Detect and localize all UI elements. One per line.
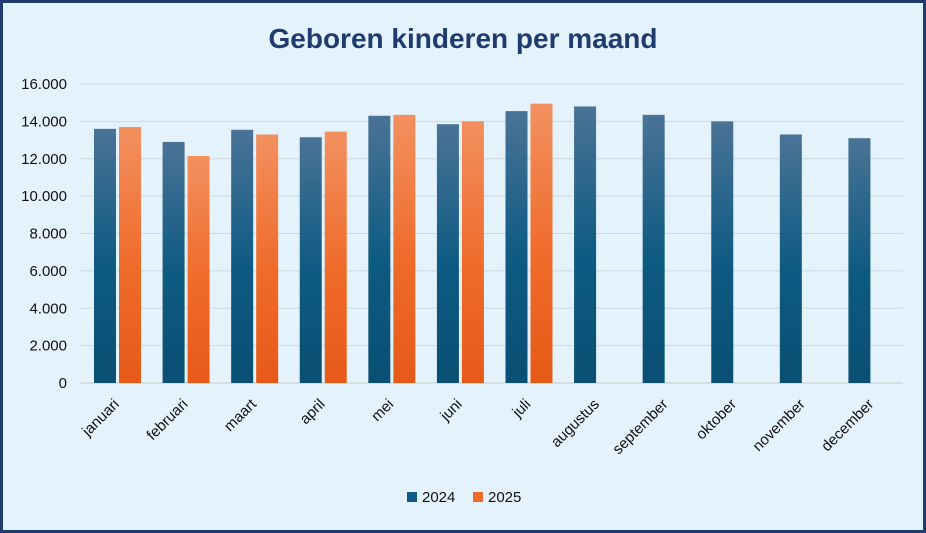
bar-2024-juni — [436, 124, 459, 383]
bar-2024-januari — [94, 128, 116, 383]
bar-2025-februari — [187, 155, 210, 383]
x-tick-label: oktober — [693, 396, 740, 443]
x-tick-label: januari — [78, 396, 123, 441]
y-tick-label: 12.000 — [21, 151, 67, 168]
legend-swatch-2025 — [473, 492, 483, 502]
y-tick-label: 16.000 — [21, 76, 67, 93]
bar-2024-oktober — [711, 121, 734, 383]
y-tick-label: 6.000 — [29, 263, 67, 280]
x-tick-label: maart — [221, 395, 261, 435]
gridlines — [80, 83, 903, 384]
bar-2025-juni — [461, 121, 484, 383]
y-axis: 0 2.000 4.000 6.000 8.000 10.000 12.000 14.000 1… — [21, 76, 67, 392]
x-tick-label: februari — [143, 396, 191, 444]
bar-2024-maart — [231, 129, 254, 383]
y-tick-label: 4.000 — [29, 300, 67, 317]
bar-2024-augustus — [574, 106, 597, 384]
bars — [94, 103, 871, 384]
y-tick-label: 10.000 — [21, 188, 67, 205]
x-tick-label: april — [297, 396, 329, 428]
bar-2024-april — [299, 137, 322, 383]
y-tick-label: 14.000 — [21, 113, 67, 130]
y-tick-label: 2.000 — [29, 338, 67, 355]
legend-swatch-2024 — [407, 492, 417, 502]
x-tick-label: augustus — [548, 396, 603, 451]
chart-title: Geboren kinderen per maand — [268, 23, 658, 54]
bar-2024-november — [779, 134, 802, 383]
bar-2025-april — [324, 131, 347, 383]
x-tick-label: september — [609, 396, 671, 458]
x-axis: januari februari maart april mei juni juli augu… — [78, 395, 877, 458]
bar-2025-maart — [256, 134, 279, 383]
bar-2024-december — [848, 138, 871, 383]
legend-label-2024: 2024 — [422, 489, 455, 506]
bar-2024-mei — [368, 115, 391, 384]
bar-2024-februari — [162, 141, 185, 383]
bar-2025-juli — [530, 103, 553, 383]
x-tick-label: juni — [436, 396, 465, 425]
y-tick-label: 0 — [59, 375, 67, 392]
bar-2025-mei — [393, 114, 416, 383]
y-tick-label: 8.000 — [29, 226, 67, 243]
x-tick-label: december — [818, 396, 877, 455]
bar-2025-januari — [119, 126, 141, 383]
legend-label-2025: 2025 — [488, 489, 521, 506]
x-tick-label: mei — [368, 396, 397, 425]
bar-2024-juli — [505, 111, 528, 384]
legend: 2024 2025 — [407, 489, 521, 506]
bar-2024-september — [642, 114, 665, 383]
x-tick-label: november — [749, 396, 808, 455]
x-tick-label: juli — [509, 396, 535, 422]
